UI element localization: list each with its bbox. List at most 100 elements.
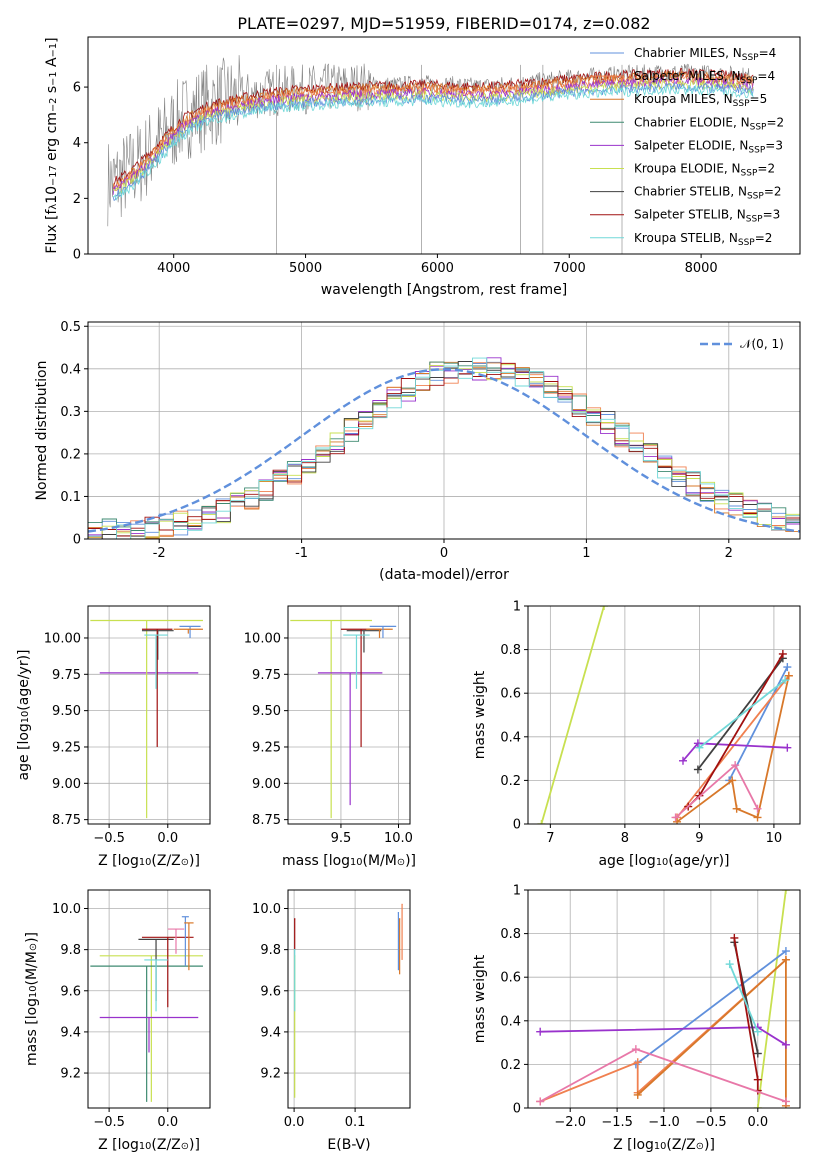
y-tick-label: 9.4 [60, 1025, 81, 1040]
label-part: (age/yr)] [668, 853, 729, 869]
label-part: s [44, 86, 60, 98]
x-tick-label: −0.5 [93, 1115, 125, 1130]
label-part: mass [log [282, 853, 350, 869]
y-tick-label: 6 [73, 81, 81, 96]
axes-frame [527, 605, 801, 825]
x-axis-label: Z [log10(Z/Z⊙)] [98, 853, 200, 869]
label-part: (age/yr)] [16, 649, 32, 710]
legend-entry: Chabrier ELODIE, NSSP=2 [634, 115, 784, 132]
y-tick-label: 10.0 [252, 902, 281, 917]
y-tick-label: 0.6 [500, 971, 521, 986]
y-tick-label: 0 [73, 248, 81, 263]
y-tick-label: 9.2 [260, 1067, 281, 1082]
panel-mass_vs_Z: −0.5 0.09.29.49.69.810.0Z [log10(Z/Z⊙)]ma… [24, 889, 211, 1153]
weight-series-line [687, 653, 784, 808]
y-tick-label: 9.4 [260, 1025, 281, 1040]
legend-name: Chabrier MILES, N [634, 46, 742, 60]
panel-weight_vs_Z: −2.0 −1.5 −1.0 −0.5 0.0 0 0.2 0.4 0.6 0.8 1 Z [log1… [472, 884, 801, 1153]
x-tick-label: −1.5 [601, 1115, 633, 1130]
legend-sub: SSP [750, 122, 767, 132]
weight-series-line [756, 890, 787, 1108]
legend-entry: Kroupa STELIB, NSSP=2 [634, 231, 772, 248]
y-tick-label: 8.75 [252, 813, 281, 828]
histogram-step [88, 361, 800, 539]
legend-entry: Salpeter MILES, NSSP=4 [634, 69, 775, 86]
x-tick-label: 8 [621, 831, 629, 846]
label-part: 10 [139, 1141, 151, 1152]
label-part: ⊙ [181, 857, 189, 868]
x-tick-label: 0.0 [157, 831, 178, 846]
model-spectrum-line [112, 81, 754, 202]
label-part: ] [44, 37, 60, 42]
y-tick-label: 0.6 [500, 687, 521, 702]
y-tick-label: 10.00 [244, 631, 281, 646]
plot-area [88, 322, 800, 539]
y-tick-label: 1 [513, 884, 521, 899]
x-axis-label: wavelength [Angstrom, rest frame] [321, 282, 567, 298]
x-tick-label: 0 [440, 546, 448, 561]
label-part: −17 [48, 165, 59, 186]
legend-sub: SSP [741, 76, 758, 86]
x-tick-label: 0.0 [284, 1115, 305, 1130]
y-axis-label: Normed distribution [34, 361, 50, 501]
weight-series-line [733, 937, 759, 1091]
panel-residuals: -2 -1 0 1 2 0 0.1 0.2 0.3 0.4 0.5 𝒩(0, 1) (data-mode… [34, 320, 801, 583]
x-tick-label: 8000 [685, 261, 718, 276]
y-tick-label: 0.4 [60, 362, 81, 377]
panel-age_vs_mass: 9.5 10.0 8.75 9.00 9.25 9.50 9.75 10.00 mass [lo… [244, 605, 416, 869]
y-axis-label: mass weight [472, 670, 488, 759]
y-axis-label: Flux [fλ10−17 erg cm−2 s−1 A−1] [44, 37, 60, 253]
label-part: )] [24, 932, 40, 943]
x-axis-label: (data-model)/error [379, 567, 509, 583]
label-part: Flux [ [44, 215, 60, 254]
label-part: ⊙ [28, 943, 39, 951]
legend-suffix: =2 [764, 185, 782, 199]
legend-name: Kroupa MILES, N [634, 92, 733, 106]
legend-sub: SSP [738, 238, 755, 248]
legend-suffix: =2 [755, 231, 773, 245]
histogram-step [88, 362, 800, 537]
y-tick-label: 0 [513, 818, 521, 833]
x-tick-label: 6000 [421, 261, 454, 276]
axes-frame [87, 605, 211, 825]
label-part: (M/M [24, 951, 40, 985]
legend-name: Kroupa ELODIE, N [634, 162, 741, 176]
y-tick-label: 9.6 [260, 984, 281, 999]
legend-suffix: =4 [757, 69, 775, 83]
y-tick-label: 8.75 [52, 813, 81, 828]
legend-entry: Chabrier STELIB, NSSP=2 [634, 185, 782, 202]
plot-area [88, 606, 210, 824]
model-spectrum-line [112, 84, 754, 201]
axes-frame [287, 889, 411, 1109]
label-part: −2 [48, 98, 59, 112]
label-part: λ [48, 204, 59, 210]
panel-spectrum: 4000 5000 6000 7000 8000 0 2 4 6 Flux [fλ10−17 er… [44, 36, 801, 298]
x-tick-label: 0.0 [747, 1115, 768, 1130]
y-tick-label: 0.8 [500, 927, 521, 942]
label-part: ⊙ [181, 1141, 189, 1152]
plot-area [88, 890, 210, 1108]
legend-suffix: =2 [757, 162, 775, 176]
x-tick-label: 7000 [553, 261, 586, 276]
axes-frame [87, 36, 801, 255]
label-part: 10 [654, 1141, 666, 1152]
legend-entry: 𝒩(0, 1) [740, 337, 784, 351]
plot-area [528, 606, 800, 824]
y-tick-label: 4 [73, 136, 81, 151]
y-tick-label: 9.25 [252, 740, 281, 755]
y-tick-label: 0 [73, 533, 81, 548]
panel-mass_vs_ebv: 0.0 0.1 9.2 9.4 9.6 9.8 10.0 E(B-V) [252, 889, 411, 1153]
label-part: (0, 1) [752, 337, 784, 351]
x-axis-label: mass [log10(M/M⊙)] [282, 853, 416, 869]
x-tick-label: 1 [582, 546, 590, 561]
legend-name: Chabrier STELIB, N [634, 185, 747, 199]
y-tick-label: 9.75 [52, 668, 81, 683]
y-tick-label: 9.8 [60, 943, 81, 958]
y-tick-label: 10.00 [44, 631, 81, 646]
legend-name: Salpeter ELODIE, N [634, 138, 748, 152]
legend-entry: Chabrier MILES, NSSP=4 [634, 46, 776, 63]
y-axis-label: age [log10(age/yr)] [16, 649, 32, 780]
y-axis-label: mass [log10(M/M⊙)] [24, 932, 40, 1066]
y-tick-label: 0.2 [500, 774, 521, 789]
y-tick-label: 9.75 [252, 668, 281, 683]
